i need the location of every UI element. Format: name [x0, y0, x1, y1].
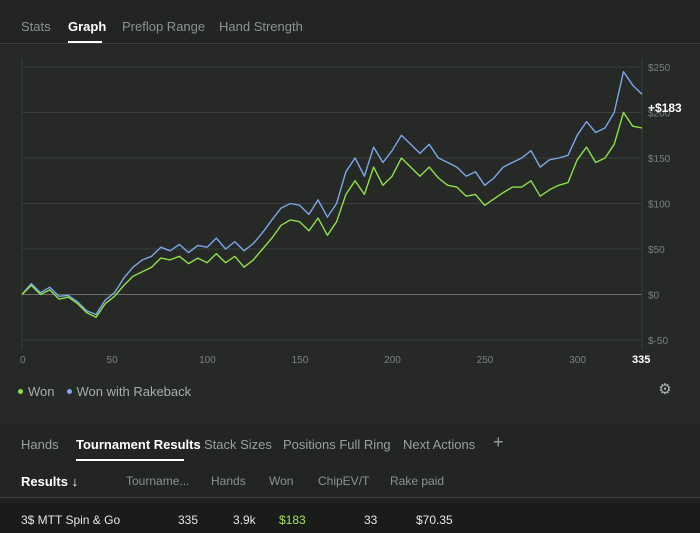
graph-panel: $250 $200 $150 $100 $50 $0 $-50 0 50 100 150 200 250…	[0, 45, 700, 425]
tab-tournament-results[interactable]: Tournament Results	[76, 437, 201, 452]
legend-rakeback-label: Won with Rakeback	[76, 384, 192, 399]
x-tick-label: 0	[20, 355, 26, 366]
x-tick-label: 250	[477, 355, 494, 366]
y-tick-label: $150	[648, 154, 671, 165]
series-line-won-with-rakeback	[21, 70, 643, 316]
chart-legend: Won Won with Rakeback	[18, 384, 191, 399]
active-report-tab-indicator	[76, 459, 184, 461]
legend-dot-won	[18, 389, 23, 394]
cell-rake-paid: $70.35	[416, 513, 453, 527]
column-rake-paid[interactable]: Rake paid	[390, 474, 445, 488]
tab-positions-full-ring[interactable]: Positions Full Ring	[283, 437, 391, 452]
cell-results: 3$ MTT Spin & Go	[21, 513, 121, 527]
y-tick-label: $100	[648, 200, 671, 211]
x-tick-label: 100	[199, 355, 216, 366]
x-tick-label: 50	[107, 355, 119, 366]
cell-tournaments: 335	[178, 513, 199, 527]
y-tick-label: $200	[648, 109, 671, 120]
tab-hand-strength[interactable]: Hand Strength	[219, 19, 303, 34]
report-tab-bar: Hands Tournament Results Stack Sizes Pos…	[0, 425, 700, 461]
table-row[interactable]: 3$ MTT Spin & Go 335 3.9k $183 33 $70.35	[0, 503, 700, 533]
tab-stats[interactable]: Stats	[21, 19, 51, 34]
results-table-header: Results ↓ Tourname... Hands Won ChipEV/T…	[0, 462, 700, 498]
series-line-won	[21, 111, 643, 318]
x-tick-label: 150	[292, 355, 309, 366]
add-tab-button[interactable]: +	[493, 432, 504, 452]
column-results[interactable]: Results ↓	[21, 474, 79, 489]
legend-won-label: Won	[28, 384, 55, 399]
column-tournaments[interactable]: Tourname...	[126, 474, 190, 488]
cell-hands: 3.9k	[233, 513, 256, 527]
y-tick-label: $50	[648, 245, 665, 256]
gear-icon[interactable]: ⚙	[658, 381, 672, 398]
tab-hands[interactable]: Hands	[21, 437, 59, 452]
y-tick-label: $0	[648, 291, 660, 302]
column-hands[interactable]: Hands	[211, 474, 246, 488]
tab-preflop-range[interactable]: Preflop Range	[122, 19, 206, 34]
cell-chipev: 33	[364, 513, 378, 527]
tab-next-actions[interactable]: Next Actions	[403, 437, 476, 452]
x-tick-label: 300	[569, 355, 586, 366]
legend-dot-rakeback	[66, 389, 72, 394]
column-chipev[interactable]: ChipEV/T	[318, 474, 370, 488]
x-tick-label: 200	[384, 355, 401, 366]
y-tick-label: $-50	[648, 336, 668, 347]
top-tab-bar: Stats Graph Preflop Range Hand Strength	[0, 0, 700, 44]
cell-won: $183	[279, 513, 306, 527]
end-value-label: +$183	[648, 101, 682, 115]
tab-graph[interactable]: Graph	[68, 19, 107, 34]
plot-background	[0, 45, 700, 375]
y-tick-label: $250	[648, 63, 671, 74]
profit-graph[interactable]: $250 $200 $150 $100 $50 $0 $-50 0 50 100 150 200 250…	[0, 45, 700, 375]
column-won[interactable]: Won	[269, 474, 294, 488]
legend-won-rakeback[interactable]: Won with Rakeback	[66, 384, 192, 399]
tab-stack-sizes[interactable]: Stack Sizes	[204, 437, 272, 452]
x-tick-label-last: 335	[632, 354, 650, 366]
active-tab-indicator	[68, 41, 102, 43]
legend-won[interactable]: Won	[18, 384, 55, 399]
